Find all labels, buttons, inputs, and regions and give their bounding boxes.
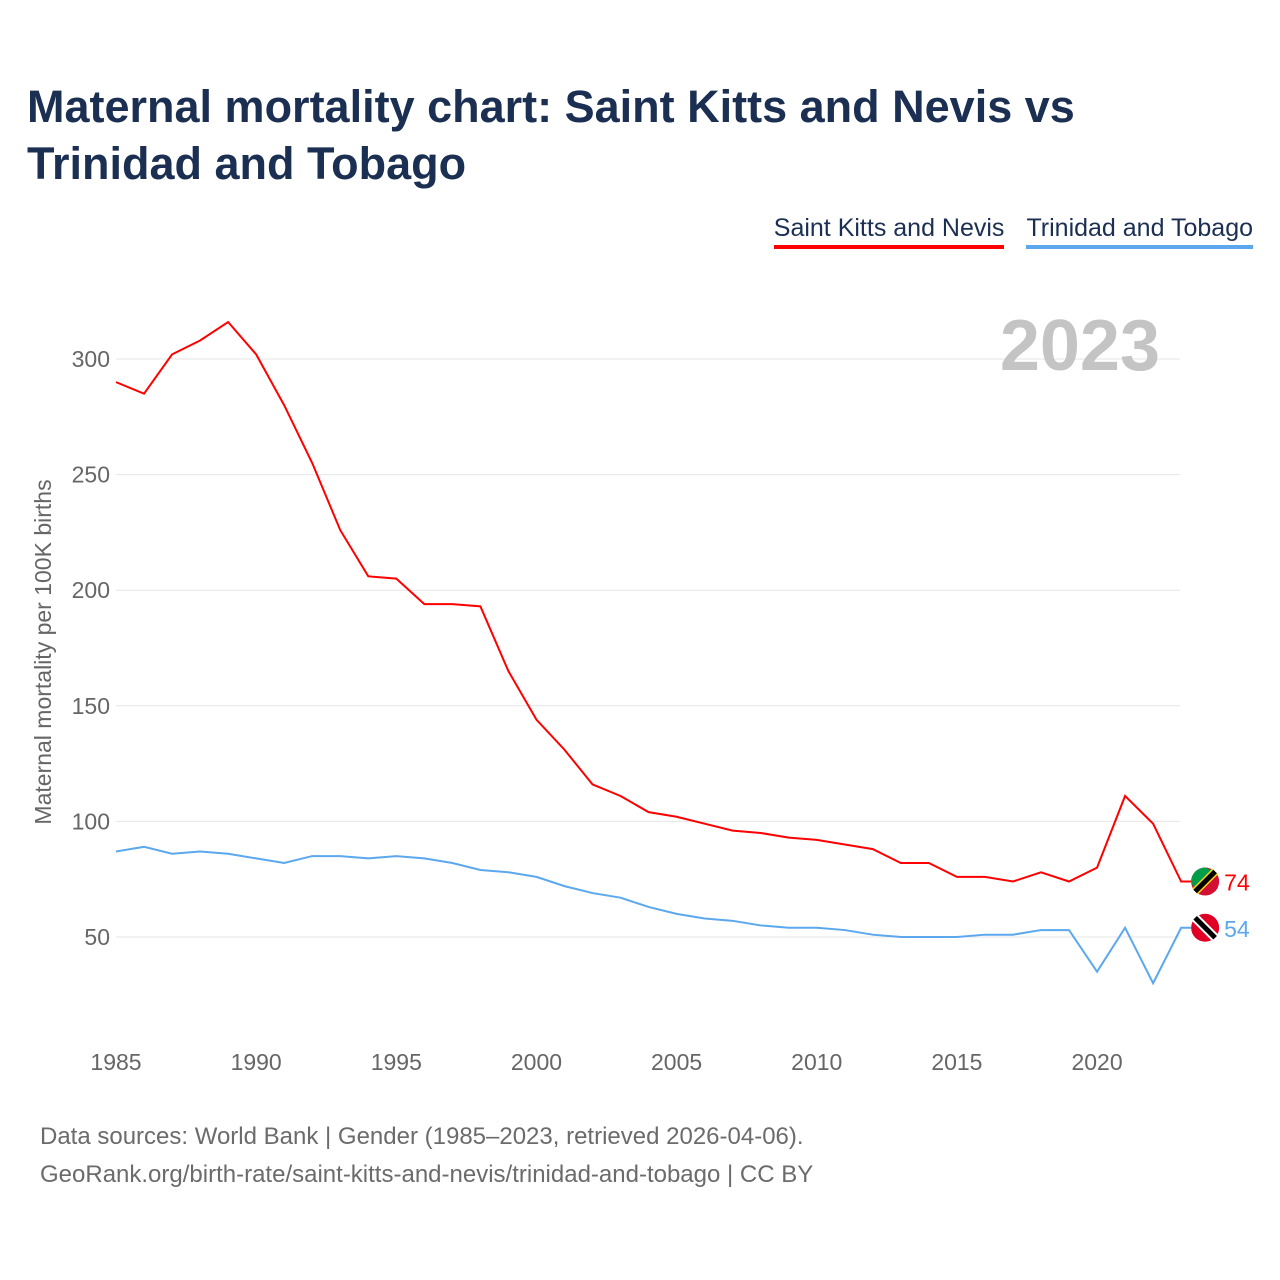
flag-icon — [1191, 867, 1220, 896]
x-tick-label: 1990 — [231, 1049, 282, 1075]
data-source-text: Data sources: World Bank | Gender (1985–… — [40, 1123, 804, 1150]
y-tick-label: 150 — [72, 693, 110, 719]
x-tick-label: 1995 — [371, 1049, 422, 1075]
y-tick-label: 250 — [72, 462, 110, 488]
year-watermark: 2023 — [1000, 306, 1160, 386]
y-tick-label: 300 — [72, 346, 110, 372]
legend: Saint Kitts and Nevis Trinidad and Tobag… — [773, 214, 1253, 249]
y-tick-label: 100 — [72, 808, 110, 834]
end-value-label: 54 — [1224, 916, 1250, 942]
y-axis-label: Maternal mortality per 100K births — [30, 479, 56, 824]
x-tick-label: 1985 — [90, 1049, 141, 1075]
series-line-trinidad-and-tobago — [115, 845, 1192, 986]
legend-item-saint-kitts-and-nevis[interactable]: Saint Kitts and Nevis — [773, 214, 1005, 249]
legend-item-trinidad-and-tobago[interactable]: Trinidad and Tobago — [1026, 214, 1253, 249]
chart-title: Maternal mortality chart: Saint Kitts an… — [27, 81, 1075, 189]
x-tick-label: 2015 — [931, 1049, 982, 1075]
end-value-label: 74 — [1224, 870, 1250, 896]
x-tick-label: 2020 — [1071, 1049, 1122, 1075]
x-tick-label: 2010 — [791, 1049, 842, 1075]
x-tick-label: 2000 — [511, 1049, 562, 1075]
x-tick-label: 2005 — [651, 1049, 702, 1075]
footer: Data sources: World Bank | Gender (1985–… — [40, 1118, 813, 1194]
y-tick-label: 200 — [72, 577, 110, 603]
flag-icon — [1191, 913, 1220, 942]
series-line-saint-kitts-and-nevis — [115, 320, 1192, 883]
source-url-link[interactable]: GeoRank.org/birth-rate/saint-kitts-and-n… — [40, 1161, 814, 1188]
y-tick-label: 50 — [84, 924, 110, 950]
